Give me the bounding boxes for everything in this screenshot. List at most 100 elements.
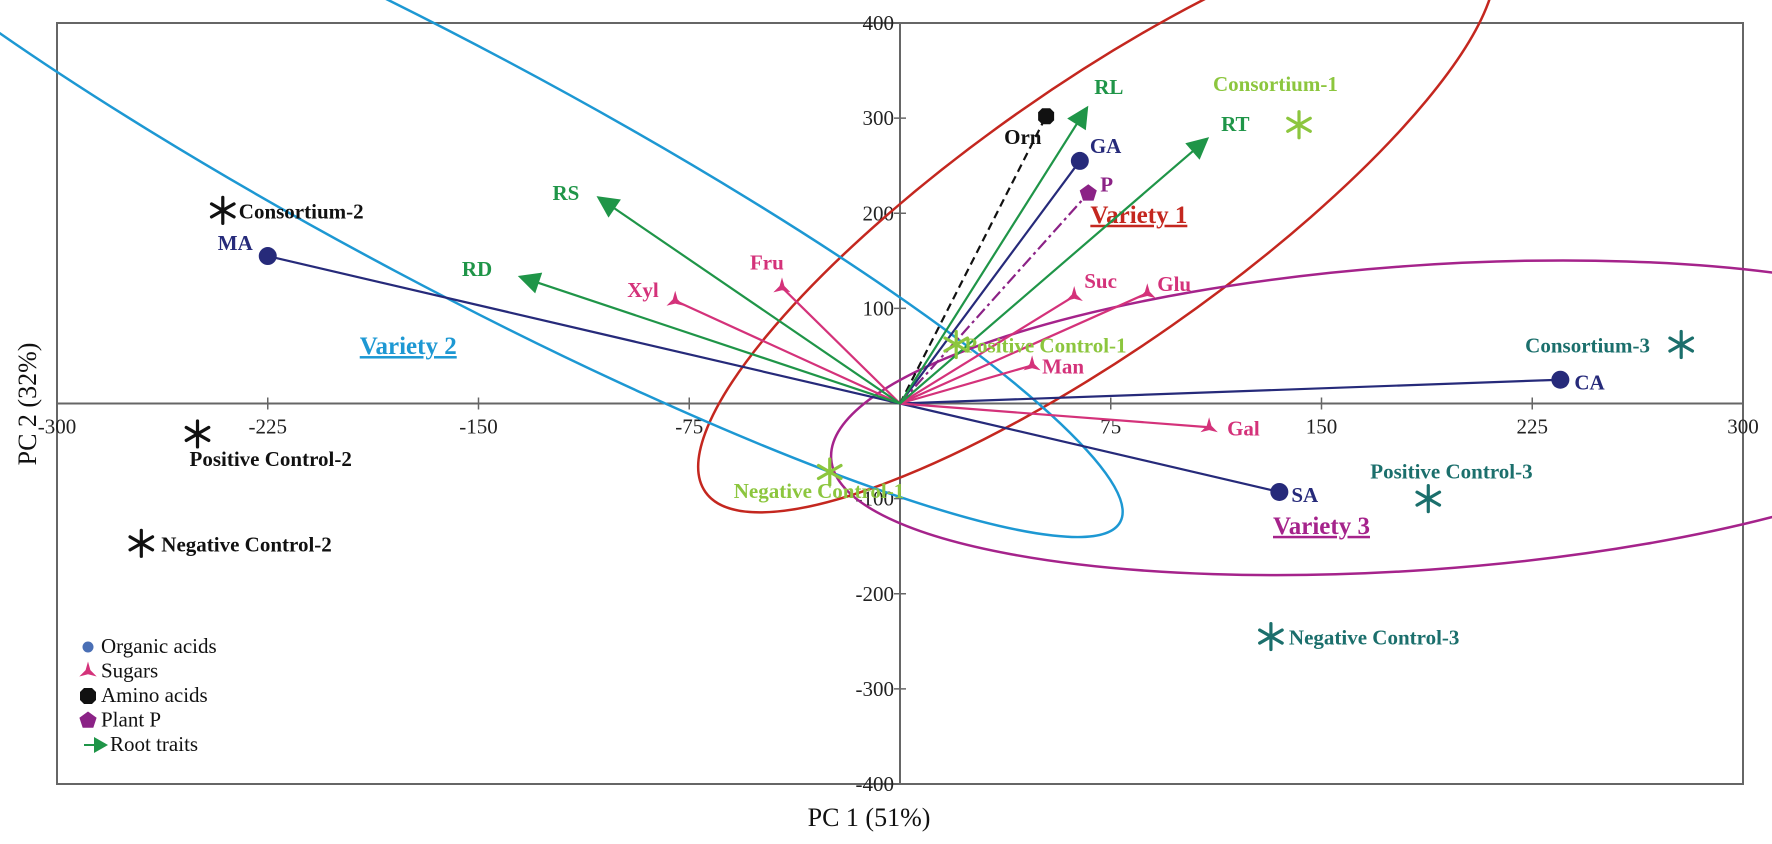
rd-vector-line — [530, 279, 901, 405]
gal-marker — [1200, 417, 1218, 433]
legend-item-label: Root traits — [110, 732, 198, 756]
consortium-3-marker — [1668, 329, 1695, 360]
rt-marker — [1185, 137, 1210, 160]
fru-marker — [773, 277, 791, 293]
negative-control-1-label: Negative Control-1 — [734, 479, 905, 503]
asterisk-stroke — [1668, 336, 1695, 353]
positive-control-1-label: Positive Control-1 — [964, 334, 1126, 358]
variety-2-ellipse — [0, 0, 1124, 539]
consortium-1-marker — [1286, 110, 1312, 140]
x-tick-label: 300 — [1727, 415, 1759, 439]
ga-vector-line — [899, 160, 1081, 405]
suc-vector-line — [899, 295, 1075, 405]
glu-vector-line — [899, 292, 1148, 405]
suc-marker — [1065, 286, 1083, 301]
orn-vector-line — [899, 115, 1048, 404]
orn-marker — [1038, 108, 1055, 125]
asterisk-stroke — [209, 202, 236, 219]
asterisk-stroke — [184, 425, 211, 443]
y-tick-label: -300 — [856, 677, 895, 701]
consortium-1-label: Consortium-1 — [1213, 72, 1338, 96]
fru-label: Fru — [750, 250, 784, 274]
xyl-marker — [666, 290, 684, 306]
sa-label: SA — [1291, 483, 1319, 507]
rt-vector-line — [899, 145, 1200, 405]
rl-marker — [1067, 105, 1089, 131]
consortium-3-label: Consortium-3 — [1525, 334, 1650, 358]
asterisk-stroke — [816, 463, 843, 481]
x-axis-title: PC 1 (51%) — [808, 803, 931, 832]
positive-control-2-label: Positive Control-2 — [190, 447, 352, 471]
legend-item-label: Sugars — [101, 659, 158, 683]
p-label: P — [1100, 172, 1113, 196]
glu-label: Glu — [1157, 272, 1191, 296]
sa-marker — [1270, 482, 1289, 501]
man-marker — [1023, 355, 1041, 371]
p-vector-line — [899, 192, 1090, 405]
group-ellipses: Variety 1 Variety 2 Variety 3 — [0, 0, 1772, 577]
y-tick-label: -200 — [856, 582, 895, 606]
ca-label: CA — [1574, 371, 1605, 395]
x-tick-label: -225 — [249, 415, 288, 439]
ca-marker — [1551, 370, 1570, 389]
rs-marker — [596, 196, 621, 218]
sa-vector-line — [899, 402, 1280, 494]
positive-control-3-marker — [1415, 484, 1442, 514]
legend-sugar-swatch — [79, 661, 97, 677]
loading-vectors: MA GA CA SA Xyl Fru Suc Glu Man Gal Orn P RL RT RS RD — [218, 75, 1606, 507]
ma-label: MA — [218, 231, 254, 255]
rl-vector-line — [899, 117, 1082, 405]
variety-1-label: Variety 1 — [1090, 202, 1187, 229]
legend-item-label: Plant P — [101, 708, 161, 732]
ga-marker — [1070, 151, 1089, 170]
legend-item-label: Amino acids — [101, 683, 208, 707]
rs-label: RS — [553, 181, 580, 205]
negative-control-2-marker — [128, 528, 155, 558]
suc-label: Suc — [1084, 269, 1117, 293]
rd-label: RD — [462, 257, 492, 281]
x-tick-label: -150 — [459, 415, 498, 439]
y-tick-label: 100 — [863, 296, 895, 320]
negative-control-2-label: Negative Control-2 — [161, 532, 331, 556]
x-tick-label: 150 — [1306, 415, 1338, 439]
y-tick-label: 400 — [863, 11, 895, 35]
y-tick-label: 300 — [863, 106, 895, 130]
asterisk-stroke — [943, 336, 970, 353]
x-tick-label: 225 — [1517, 415, 1549, 439]
asterisk-stroke — [128, 535, 155, 552]
negative-control-1-marker — [816, 457, 843, 487]
asterisk-stroke — [1258, 628, 1284, 645]
legend-amino-swatch — [80, 688, 96, 704]
consortium-2-label: Consortium-2 — [239, 199, 364, 223]
y-axis-title: PC 2 (32%) — [13, 343, 42, 466]
legend-item-label: Organic acids — [101, 634, 217, 658]
ma-marker — [258, 247, 277, 266]
negative-control-3-label: Negative Control-3 — [1289, 626, 1460, 650]
rl-label: RL — [1094, 75, 1123, 99]
gal-vector-line — [899, 402, 1210, 429]
fru-vector-line — [781, 286, 901, 405]
asterisk-stroke — [1415, 490, 1442, 507]
consortium-2-marker — [209, 195, 236, 225]
rs-vector-line — [607, 203, 901, 405]
rt-label: RT — [1221, 112, 1249, 136]
positive-control-3-label: Positive Control-3 — [1370, 460, 1532, 484]
legend-organic-swatch — [82, 641, 94, 653]
xyl-vector-line — [674, 299, 901, 405]
ma-vector-line — [267, 254, 901, 405]
glu-marker — [1138, 283, 1156, 299]
legend-root-swatch — [94, 737, 108, 753]
positive-control-1-marker — [943, 329, 970, 360]
asterisk-stroke — [1286, 116, 1312, 133]
variety-1-ellipse — [696, 0, 1497, 514]
ga-label: GA — [1090, 134, 1122, 158]
sample-points: Consortium-1 Positive Control-1 Negative C… — [128, 72, 1695, 652]
man-label: Man — [1042, 354, 1084, 378]
xyl-label: Xyl — [627, 278, 659, 302]
variety-3-label: Variety 3 — [1273, 513, 1370, 540]
ca-vector-line — [899, 378, 1561, 405]
p-marker — [1079, 184, 1097, 201]
man-vector-line — [899, 364, 1033, 405]
